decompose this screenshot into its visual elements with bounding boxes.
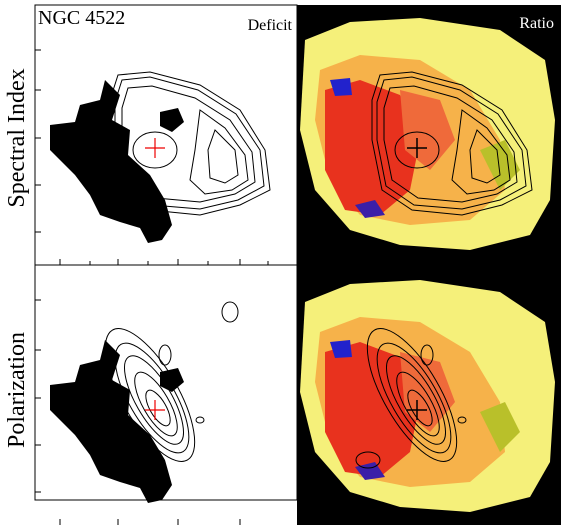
right-title: Ratio xyxy=(519,15,554,32)
center-cross xyxy=(145,400,165,420)
axis-ticks xyxy=(35,49,269,525)
row-label: Polarization xyxy=(4,332,30,448)
contour xyxy=(221,301,239,323)
left-title: Deficit xyxy=(248,17,293,34)
object-name: NGC 4522 xyxy=(38,7,125,29)
row-label: Spectral Index xyxy=(4,68,30,207)
center-cross xyxy=(407,138,427,158)
ratio-map xyxy=(300,280,555,512)
center-cross xyxy=(145,138,165,158)
center-cross xyxy=(407,400,427,420)
